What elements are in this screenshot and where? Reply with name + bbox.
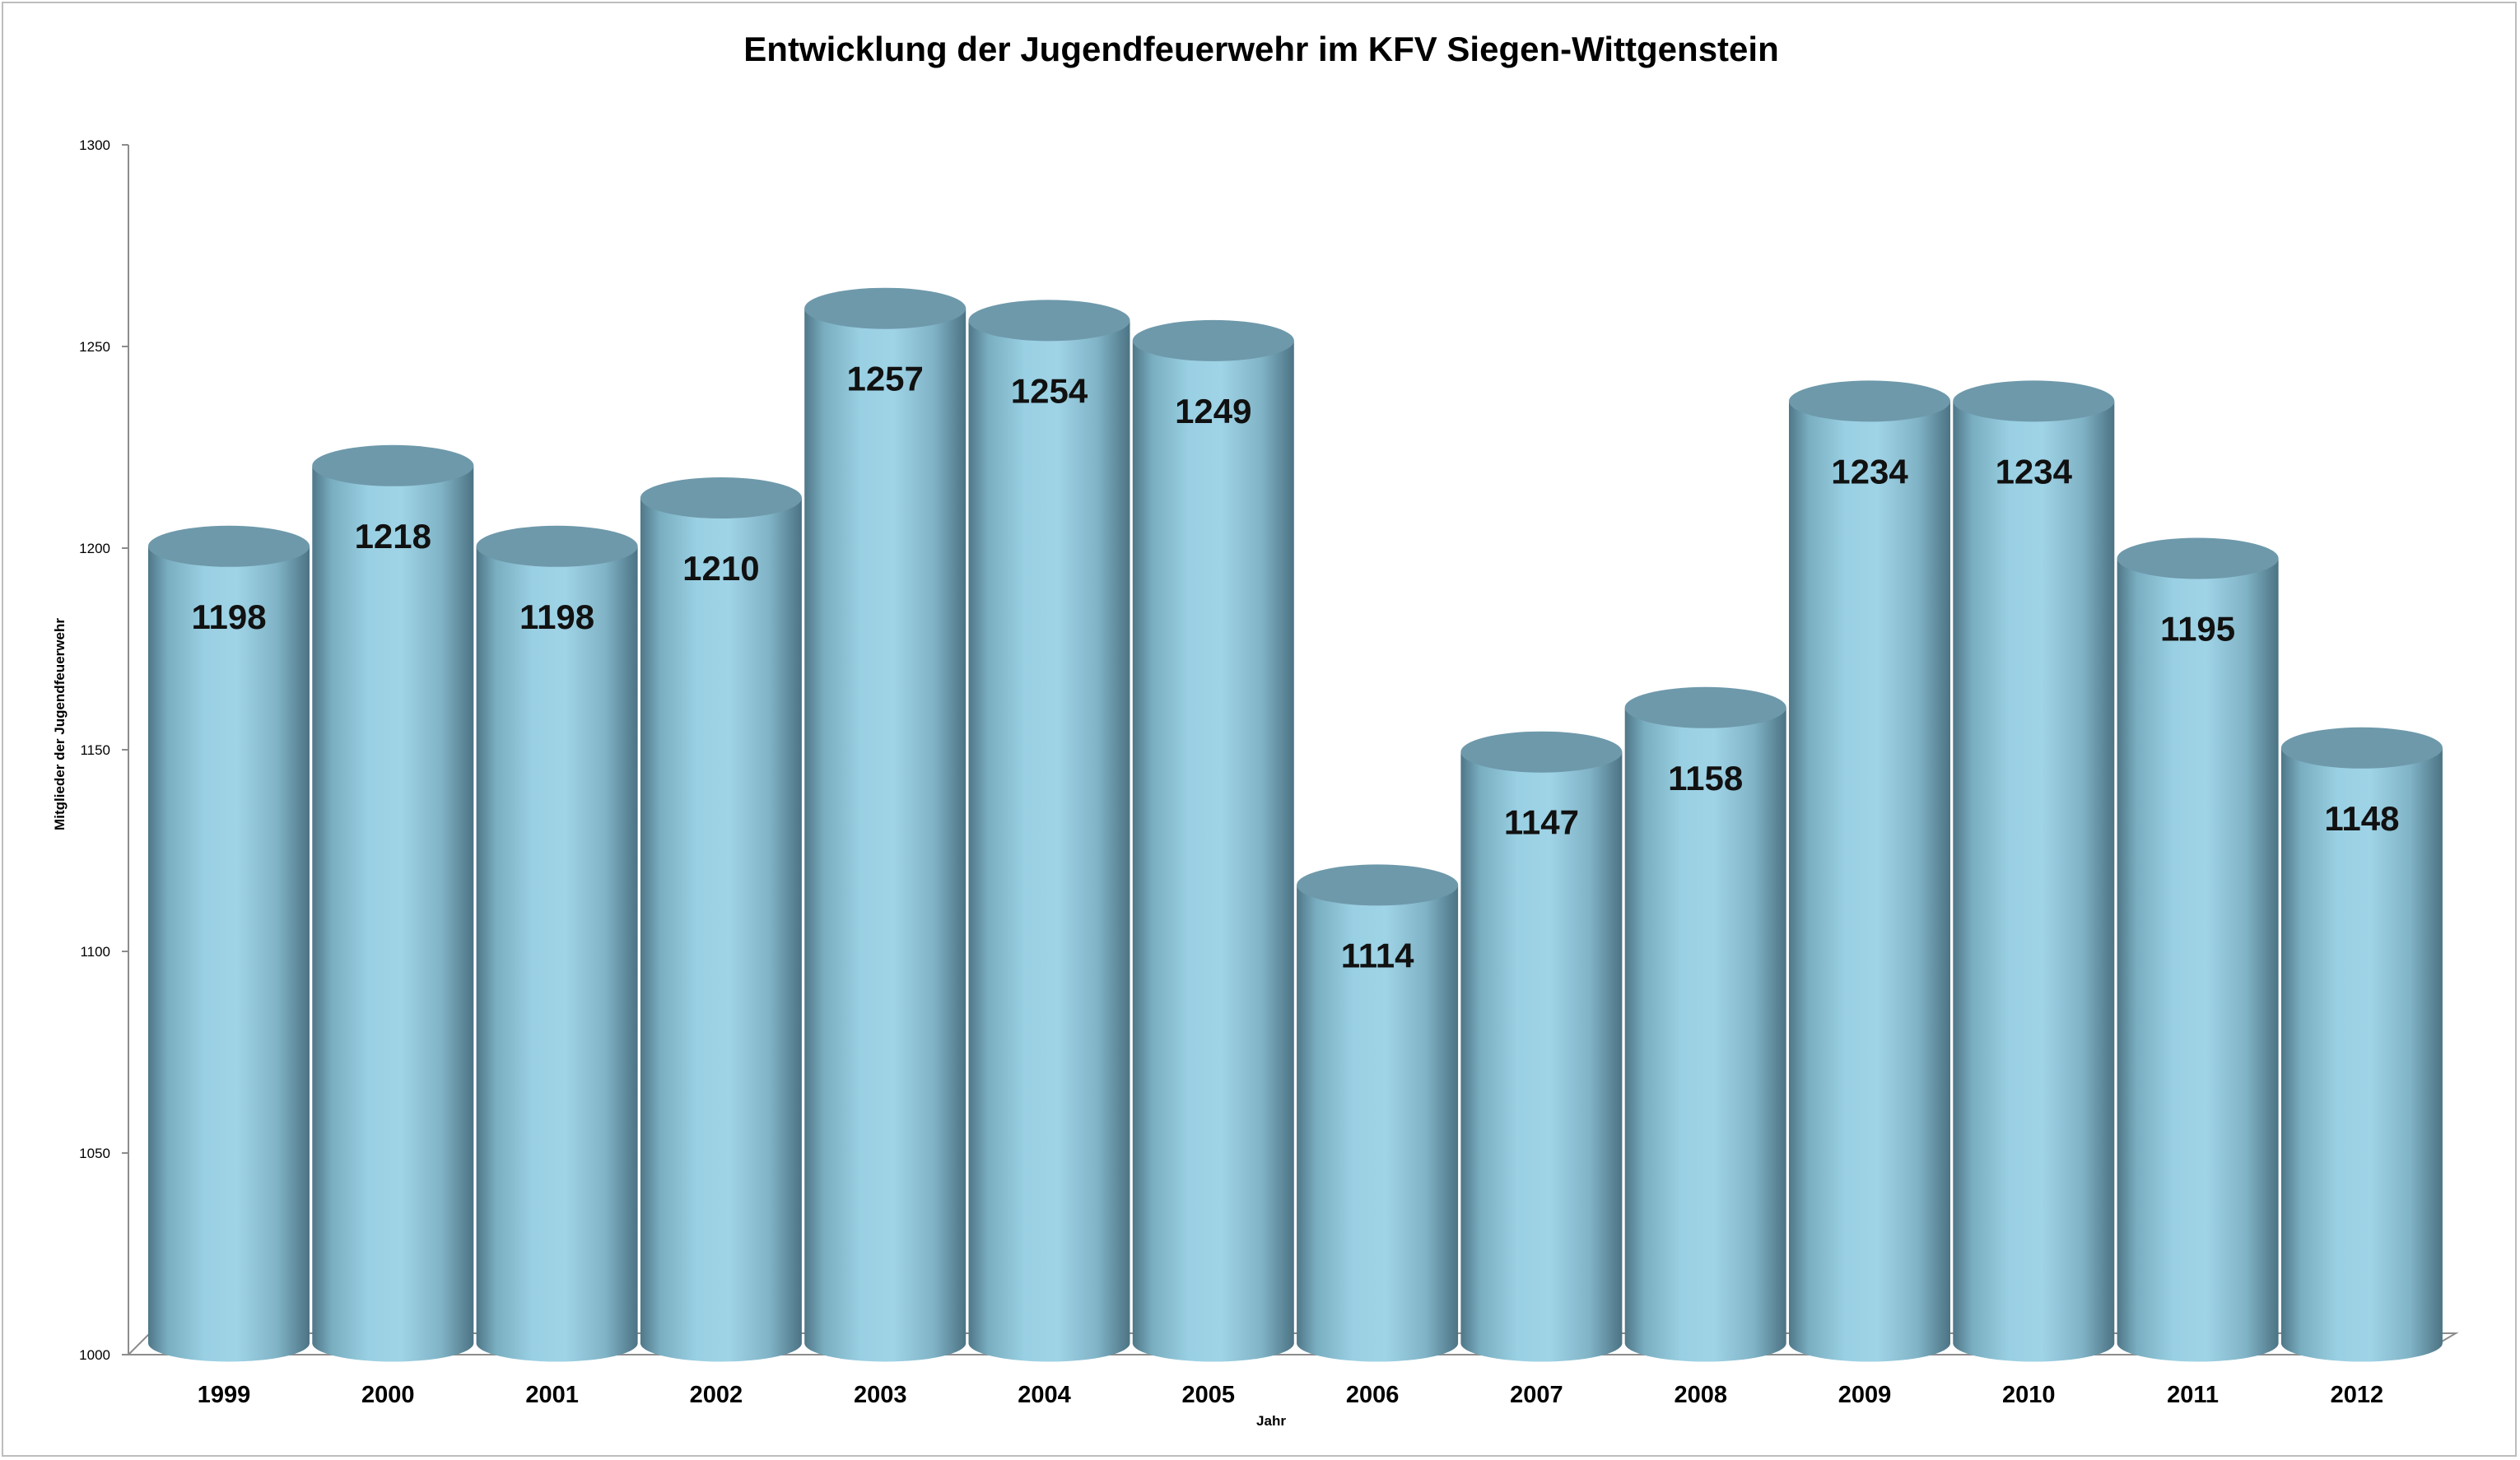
value-label-2011: 1195 xyxy=(2160,610,2235,649)
value-label-1999: 1198 xyxy=(191,597,266,636)
value-label-2006: 1114 xyxy=(1341,936,1414,974)
category-label-2005: 2005 xyxy=(1182,1382,1236,1408)
value-label-2000: 1218 xyxy=(355,517,431,556)
bar-2011 xyxy=(2117,537,2279,1362)
category-label-2002: 2002 xyxy=(690,1382,743,1408)
bar-top xyxy=(1460,731,1623,773)
y-tick-label: 1100 xyxy=(80,944,110,960)
category-label-2007: 2007 xyxy=(1510,1382,1563,1408)
value-label-2009: 1234 xyxy=(1831,452,1908,491)
bars-group xyxy=(148,287,2443,1362)
bar-body xyxy=(148,546,310,1362)
category-label-2003: 2003 xyxy=(854,1382,907,1408)
bar-body xyxy=(476,546,638,1362)
value-label-2012: 1148 xyxy=(2324,799,2399,838)
y-tick-label: 1050 xyxy=(79,1146,110,1161)
bar-top xyxy=(2117,537,2279,579)
bar-2005 xyxy=(1132,319,1294,1362)
category-label-1999: 1999 xyxy=(198,1382,251,1408)
bar-body xyxy=(640,498,802,1362)
category-label-2012: 2012 xyxy=(2331,1382,2384,1408)
bar-body xyxy=(2117,558,2279,1362)
bar-2009 xyxy=(1789,380,1950,1362)
category-label-2009: 2009 xyxy=(1838,1382,1892,1408)
bar-2002 xyxy=(640,477,802,1362)
bar-2000 xyxy=(312,444,474,1362)
y-axis-title: Mitglieder der Jugendfeuerwehr xyxy=(52,618,68,830)
bar-body xyxy=(1132,340,1294,1362)
bar-2010 xyxy=(1953,380,2115,1362)
value-label-2002: 1210 xyxy=(682,549,759,588)
value-label-2008: 1158 xyxy=(1668,759,1743,797)
bar-body xyxy=(1460,751,1623,1362)
value-label-2010: 1234 xyxy=(1996,452,2073,491)
value-label-2005: 1249 xyxy=(1175,392,1251,430)
category-label-2000: 2000 xyxy=(361,1382,415,1408)
value-label-2003: 1257 xyxy=(846,360,923,398)
bar-2004 xyxy=(968,300,1130,1362)
y-tick-label: 1250 xyxy=(79,339,110,355)
bar-body xyxy=(1297,885,1459,1362)
y-tick-label: 1150 xyxy=(80,742,110,758)
bar-2008 xyxy=(1624,686,1786,1362)
bar-2012 xyxy=(2280,727,2443,1362)
category-label-2001: 2001 xyxy=(525,1382,579,1408)
value-labels: 1198 1218 1198 1210 1257 1254 1249 1114 1147 1158… xyxy=(191,360,2399,975)
value-label-2007: 1147 xyxy=(1504,803,1579,842)
y-tick-label: 1300 xyxy=(79,137,110,153)
category-label-2004: 2004 xyxy=(1018,1382,1071,1408)
bar-body xyxy=(1789,401,1950,1362)
bar-body xyxy=(804,308,967,1362)
y-tick-label: 1000 xyxy=(79,1347,110,1363)
bar-body xyxy=(2280,747,2443,1362)
category-label-2006: 2006 xyxy=(1346,1382,1400,1408)
category-label-2011: 2011 xyxy=(2167,1382,2219,1408)
bar-top xyxy=(148,525,310,567)
bar-2003 xyxy=(804,287,967,1362)
bar-top xyxy=(804,287,967,329)
bar-top xyxy=(1789,380,1950,422)
category-label-2008: 2008 xyxy=(1674,1382,1727,1408)
value-label-2001: 1198 xyxy=(519,597,594,636)
bar-body xyxy=(968,320,1130,1362)
chart-title: Entwicklung der Jugendfeuerwehr im KFV S… xyxy=(743,30,1778,68)
bar-top xyxy=(1132,319,1294,361)
value-label-2004: 1254 xyxy=(1011,371,1088,410)
chart-canvas: Entwicklung der Jugendfeuerwehr im KFV S… xyxy=(52,30,2459,1429)
bar-top xyxy=(968,300,1130,342)
bar-body xyxy=(1953,401,2115,1362)
bar-body xyxy=(1624,707,1786,1362)
category-label-2010: 2010 xyxy=(2002,1382,2056,1408)
bar-2001 xyxy=(476,525,638,1362)
bar-top xyxy=(1953,380,2115,422)
bar-top xyxy=(1297,864,1459,906)
x-axis-title: Jahr xyxy=(1256,1413,1286,1429)
bar-1999 xyxy=(148,525,310,1362)
bar-2006 xyxy=(1297,864,1459,1362)
bar-top xyxy=(2280,727,2443,769)
bar-top xyxy=(312,444,474,486)
bar-2007 xyxy=(1460,731,1623,1362)
bar-top xyxy=(1624,686,1786,728)
bar-top xyxy=(476,525,638,567)
bar-body xyxy=(312,465,474,1362)
bar-top xyxy=(640,477,802,518)
y-tick-label: 1200 xyxy=(79,541,110,556)
